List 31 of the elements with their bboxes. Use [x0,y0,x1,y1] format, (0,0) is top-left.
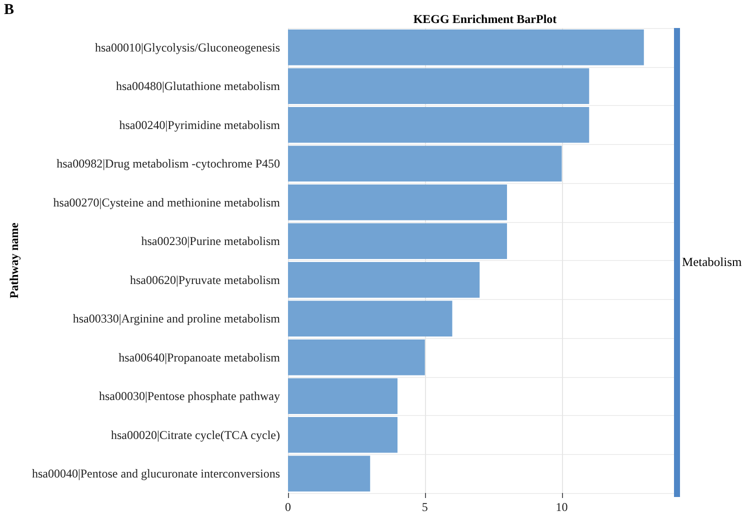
bar [288,300,452,336]
y-tick-label: hsa00480|Glutathione metabolism [116,79,281,94]
bar [288,68,590,104]
y-tick-label: hsa00030|Pentose phosphate pathway [98,389,280,404]
bar [288,340,425,376]
y-tick-label: hsa00020|Citrate cycle(TCA cycle) [110,428,280,442]
y-tick-label: hsa00640|Propanoate metabolism [118,350,281,364]
y-tick-label: hsa00982|Drug metabolism -cytochrome P450 [56,156,280,171]
bar [288,223,508,259]
y-tick-label: hsa00010|Glycolysis/Gluconeogenesis [94,40,280,54]
bar [288,378,398,414]
bar [288,456,370,492]
bar [288,30,644,66]
text: Metabolism [682,255,742,270]
bar [288,262,480,298]
y-tick-label: hsa00620|Pyruvate metabolism [130,272,281,287]
x-tick-label: 0 [285,500,291,513]
y-tick-label: hsa00240|Pyrimidine metabolism [119,118,281,132]
y-tick-label: hsa00270|Cysteine and methionine metabolism [53,195,281,210]
bar [288,146,562,182]
y-axis-title: Pathway name [7,222,21,298]
y-tick-label: hsa00330|Arginine and proline metabolism [72,312,281,326]
text: B [4,2,14,19]
y-tick-label: hsa00040|Pentose and glucuronate interconversions [32,466,280,481]
x-tick-label: 5 [422,500,428,513]
x-tick-label: 10 [556,500,568,513]
y-tick-label: hsa00230|Purine metabolism [141,234,281,248]
bar [288,107,590,143]
bar [288,417,398,453]
bar [288,184,508,220]
chart-title: KEGG Enrichment BarPlot [413,12,557,26]
